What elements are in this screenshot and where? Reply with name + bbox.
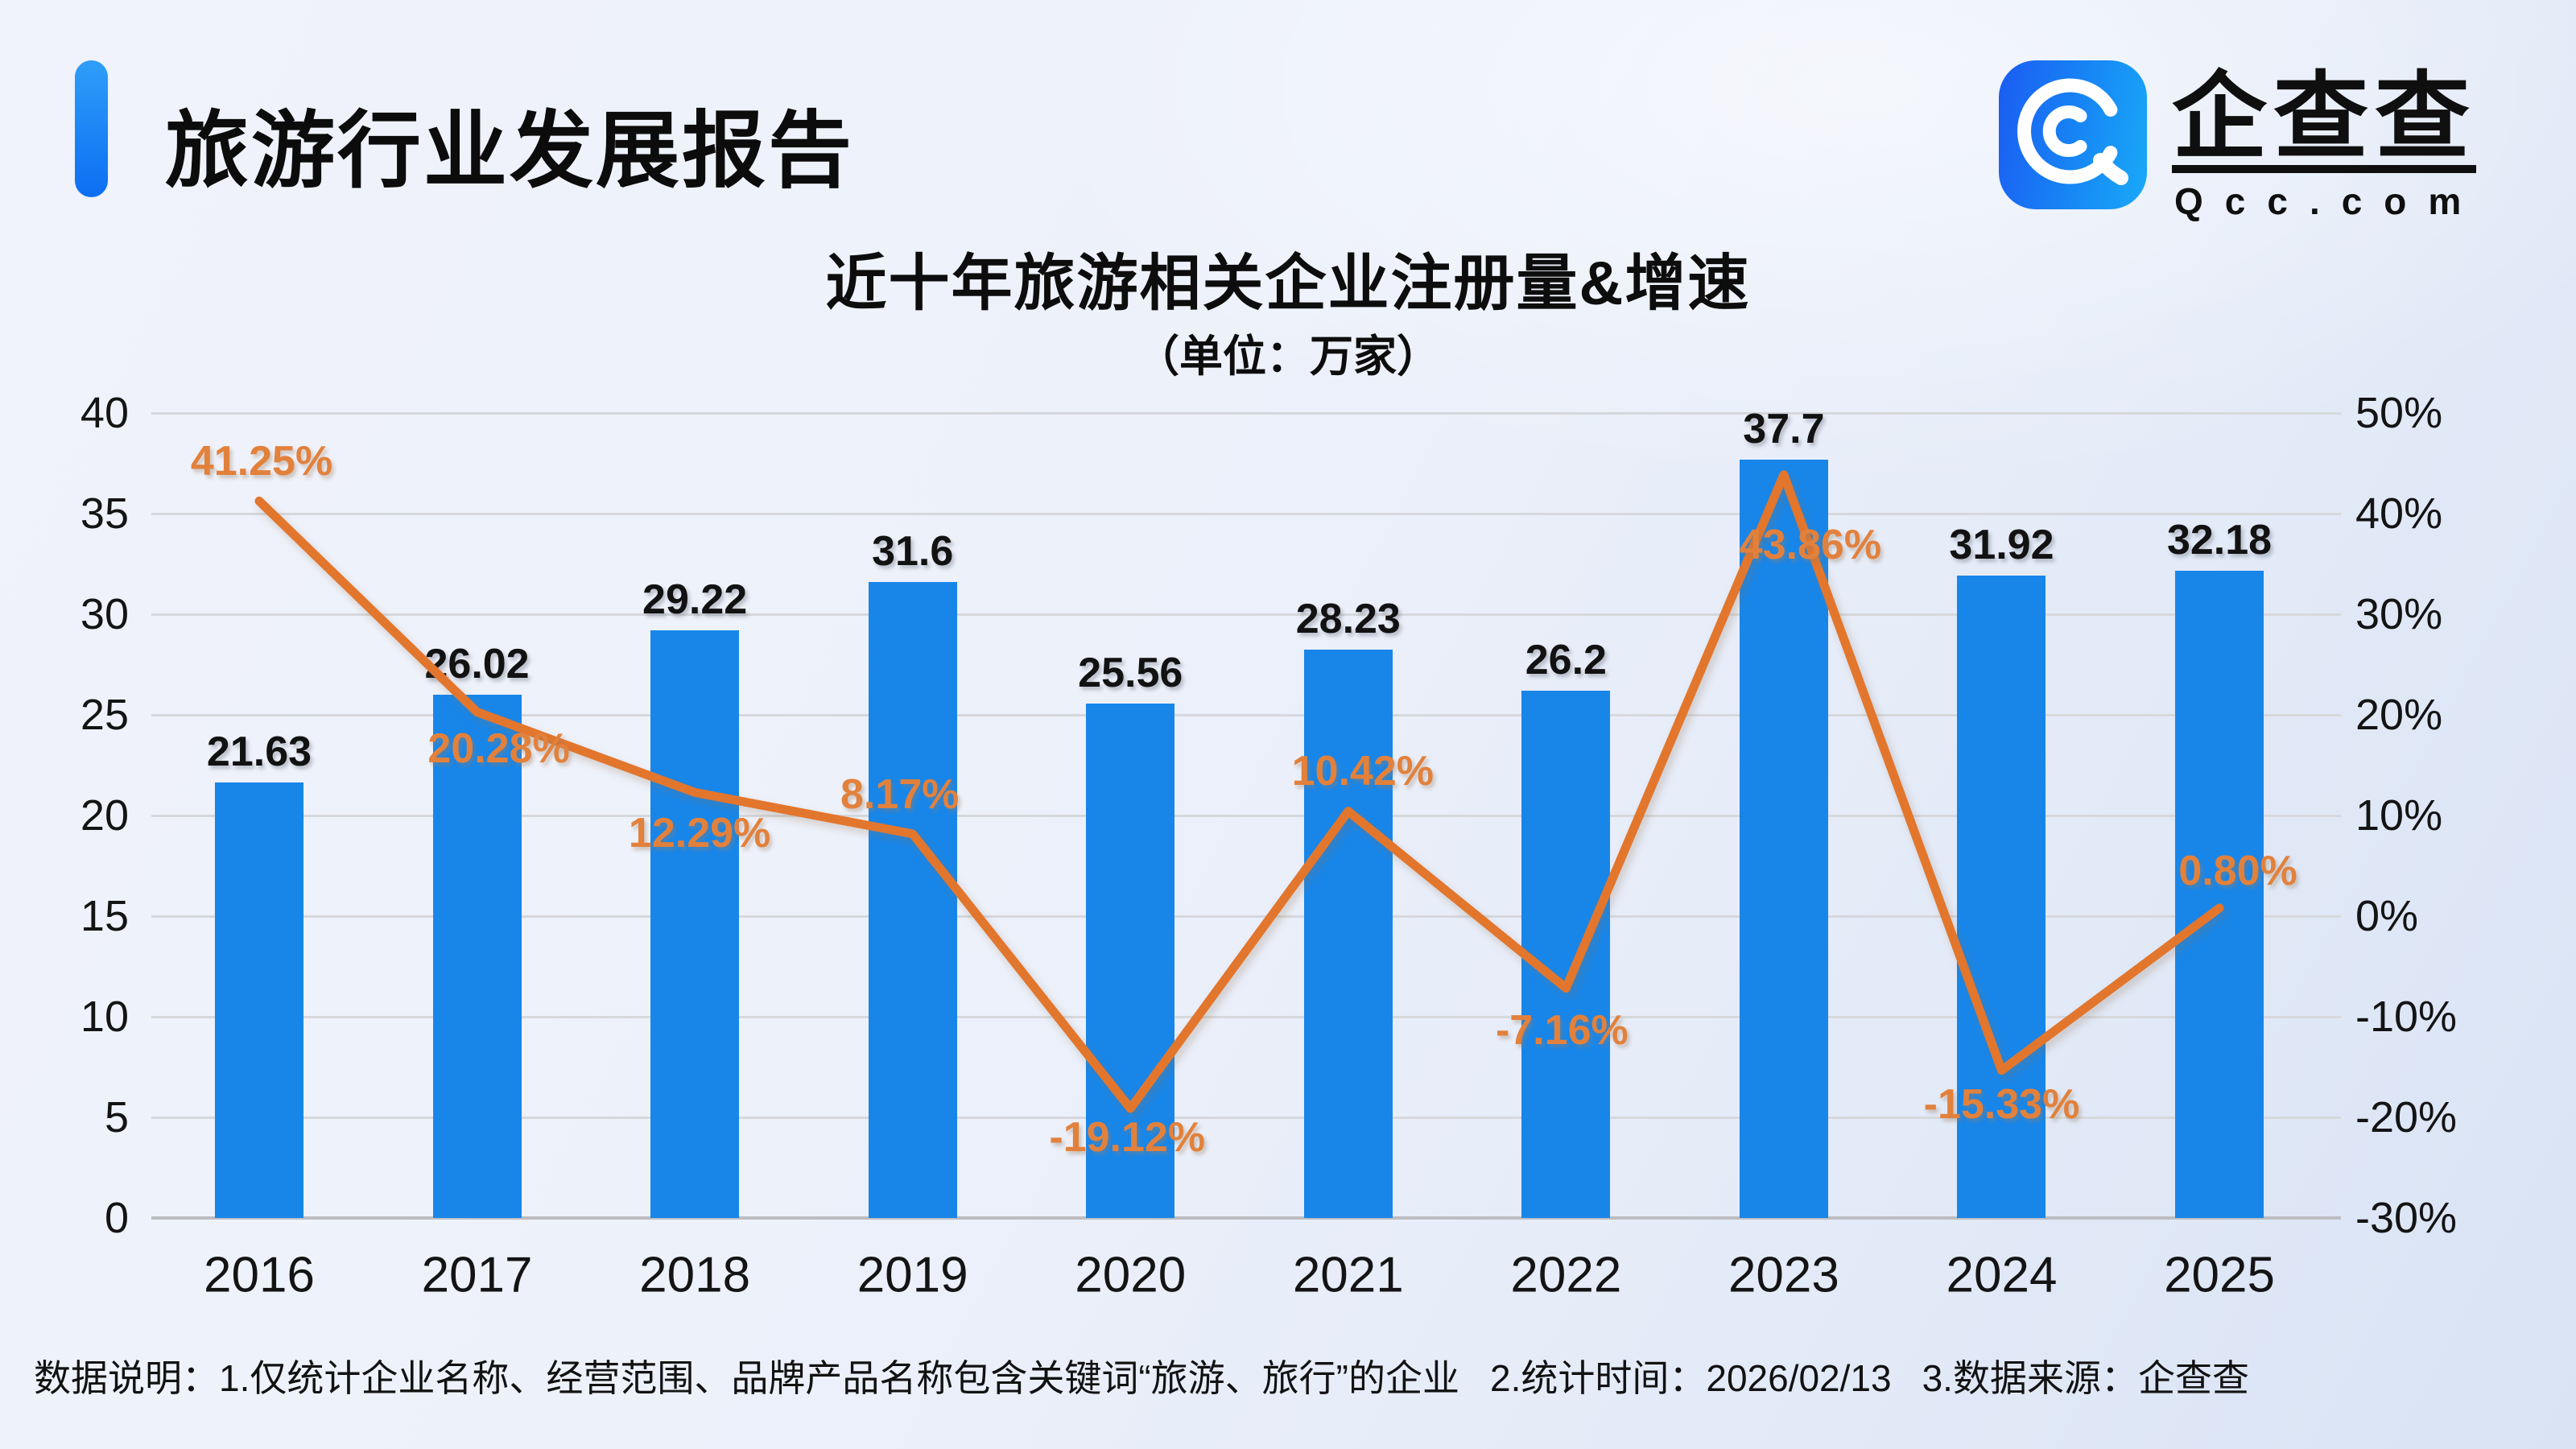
gridline [151, 513, 2341, 515]
x-axis-year-label: 2022 [1510, 1247, 1622, 1303]
y-axis-left-tick: 25 [80, 691, 129, 739]
y-axis-left-tick: 35 [80, 489, 129, 538]
x-axis-year-label: 2016 [204, 1247, 315, 1303]
header-accent-bar [75, 60, 108, 197]
bar [1739, 459, 1828, 1218]
bar [868, 582, 957, 1218]
bar-value-label: 32.18 [2166, 516, 2273, 564]
x-axis-year-label: 2019 [857, 1247, 968, 1303]
y-axis-right-tick: 0% [2355, 892, 2419, 940]
y-axis-right-tick: -20% [2355, 1093, 2458, 1141]
x-axis-year-label: 2017 [421, 1247, 533, 1303]
report-title: 旅游行业发展报告 [165, 105, 855, 198]
y-axis-right-tick: 40% [2355, 489, 2443, 538]
gridline [151, 1016, 2341, 1018]
growth-rate-label: -7.16% [1495, 1006, 1629, 1054]
y-axis-left-tick: 40 [80, 389, 129, 437]
x-axis-year-label: 2020 [1075, 1247, 1187, 1303]
y-axis-right-tick: 10% [2355, 791, 2443, 840]
bar [2175, 570, 2264, 1218]
gridline [151, 915, 2341, 918]
brand-char: 查 [2375, 70, 2477, 173]
qcc-logo-mark [1999, 60, 2147, 209]
bar-value-label: 31.6 [872, 528, 954, 575]
y-axis-right-tick: 30% [2355, 590, 2443, 638]
chart-title: 近十年旅游相关企业注册量&增速 [825, 250, 1751, 318]
y-axis-right-tick: -10% [2355, 993, 2458, 1041]
y-axis-left-tick: 20 [80, 791, 129, 840]
x-axis-year-label: 2025 [2164, 1247, 2275, 1303]
footnote: 数据说明：1.仅统计企业名称、经营范围、品牌产品名称包含关键词“旅游、旅行”的企… [34, 1349, 2280, 1402]
x-axis-year-label: 2018 [639, 1247, 751, 1303]
gridline [151, 613, 2341, 616]
x-axis-year-label: 2024 [1946, 1247, 2058, 1303]
y-axis-left-tick: 5 [104, 1093, 129, 1141]
growth-rate-label: 41.25% [190, 438, 333, 485]
bar-value-label: 21.63 [206, 729, 312, 776]
bar-value-label: 31.92 [1949, 522, 2054, 568]
bar-value-label: 25.56 [1078, 650, 1183, 696]
bar [1303, 650, 1393, 1218]
x-axis-year-label: 2023 [1728, 1247, 1839, 1303]
bar-value-label: 29.22 [642, 576, 748, 623]
brand-char: 查 [2273, 70, 2376, 173]
growth-rate-label: -15.33% [1923, 1080, 2080, 1128]
gridline [151, 412, 2341, 415]
chart-unit-label: （单位：万家） [1136, 332, 1440, 381]
y-axis-right-tick: -30% [2355, 1194, 2458, 1242]
gridline [151, 1117, 2341, 1119]
brand-domain: Qcc.com [2174, 180, 2483, 222]
y-axis-right-tick: 20% [2355, 691, 2443, 739]
growth-rate-label: 10.42% [1291, 747, 1434, 795]
bar [1957, 576, 2046, 1218]
growth-rate-label: 12.29% [628, 810, 771, 857]
growth-rate-label: 8.17% [840, 770, 960, 818]
y-axis-left-tick: 30 [80, 590, 129, 638]
footnote-part: 数据说明：1.仅统计企业名称、经营范围、品牌产品名称包含关键词“旅游、旅行”的企… [34, 1357, 1459, 1399]
y-axis-right-tick: 50% [2355, 389, 2443, 437]
bar [650, 630, 740, 1218]
y-axis-left-tick: 10 [80, 993, 129, 1041]
footnote-part: 3.数据来源：企查查 [1922, 1357, 2249, 1399]
growth-rate-label: 43.86% [1739, 521, 1882, 568]
bar-value-label: 28.23 [1295, 596, 1401, 643]
bar [1086, 704, 1175, 1218]
brand-name: 企查查 [2172, 63, 2477, 173]
growth-rate-label: 0.80% [2178, 848, 2297, 894]
x-axis-year-label: 2021 [1292, 1247, 1404, 1303]
growth-rate-label: -19.12% [1049, 1114, 1206, 1161]
bar [215, 782, 303, 1218]
growth-rate-label: 20.28% [427, 724, 570, 772]
footnote-part: 2.统计时间：2026/02/13 [1490, 1357, 1892, 1399]
bar [1521, 691, 1611, 1218]
qcc-logo: 企查查 Qcc.com [1999, 60, 2482, 222]
bar [432, 694, 522, 1218]
y-axis-left-tick: 0 [104, 1194, 129, 1242]
y-axis-left-tick: 15 [80, 892, 129, 940]
bar-value-label: 37.7 [1743, 405, 1825, 452]
brand-char: 企 [2172, 70, 2274, 173]
qcc-magnifier-icon [2017, 78, 2128, 185]
bar-value-label: 26.2 [1525, 637, 1607, 683]
x-axis-line [151, 1216, 2341, 1220]
gridline [151, 714, 2341, 716]
gridline [151, 815, 2341, 817]
